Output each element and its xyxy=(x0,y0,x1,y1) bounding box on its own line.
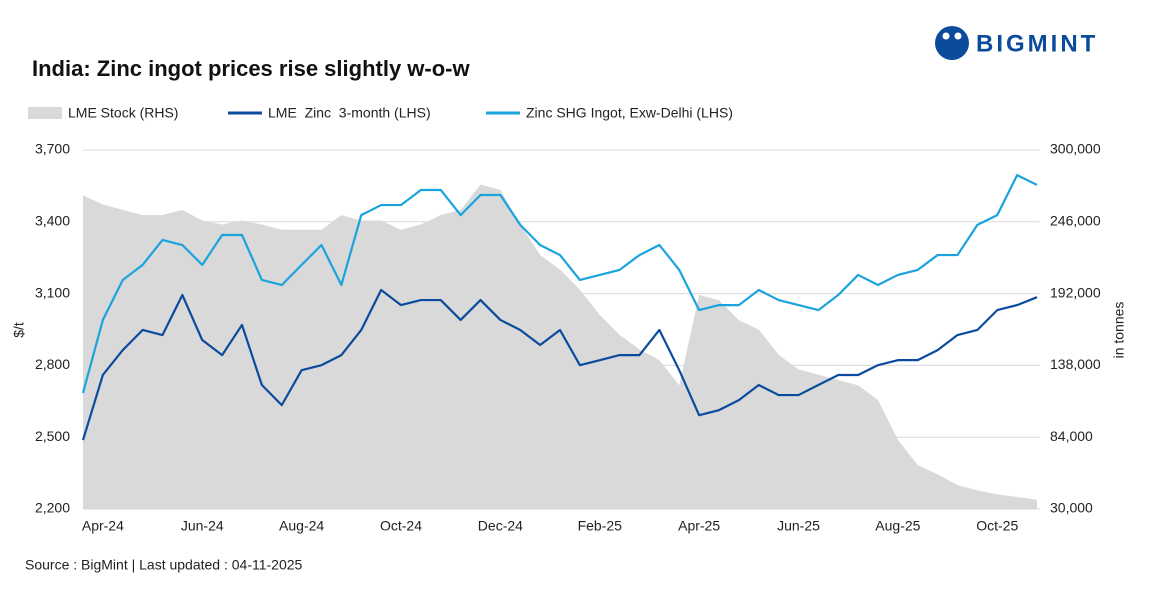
x-tick-label: Apr-24 xyxy=(82,518,124,534)
y2-tick-label: 300,000 xyxy=(1050,141,1101,157)
y-tick-label: 2,500 xyxy=(35,428,70,444)
y2-tick-label: 84,000 xyxy=(1050,428,1093,444)
x-tick-label: Oct-25 xyxy=(976,518,1018,534)
y-tick-label: 2,800 xyxy=(35,356,70,372)
y-tick-label: 3,400 xyxy=(35,213,70,229)
legend-swatch xyxy=(28,107,62,119)
y2-tick-label: 246,000 xyxy=(1050,213,1101,229)
lines xyxy=(81,174,1038,441)
x-tick-label: Dec-24 xyxy=(478,518,523,534)
chart-title: India: Zinc ingot prices rise slightly w… xyxy=(32,56,470,81)
logo: BIGMINT xyxy=(935,26,1098,60)
x-tick-label: Aug-24 xyxy=(279,518,324,534)
x-tick-label: Aug-25 xyxy=(875,518,920,534)
legend: LME Stock (RHS) LME Zinc 3-month (LHS) Zin… xyxy=(28,105,733,121)
x-tick-label: Jun-24 xyxy=(181,518,224,534)
price-line xyxy=(81,174,1038,394)
price-line xyxy=(81,288,1038,441)
source-note: Source : BigMint | Last updated : 04-11-… xyxy=(25,557,303,573)
y2-tick-label: 138,000 xyxy=(1050,356,1101,372)
logo-icon-dot xyxy=(954,32,962,40)
x-tick-label: Jun-25 xyxy=(777,518,820,534)
y2-tick-label: 30,000 xyxy=(1050,500,1093,516)
legend-label: LME Stock (RHS) xyxy=(68,105,178,121)
legend-label: LME Zinc 3-month (LHS) xyxy=(268,105,431,121)
y-axis-label: $/t xyxy=(11,322,27,338)
logo-icon-dot xyxy=(942,32,950,40)
brand: BIGMINT xyxy=(976,30,1098,57)
y-tick-label: 3,100 xyxy=(35,284,70,300)
areas xyxy=(83,184,1037,509)
stock-area xyxy=(83,184,1037,509)
legend-label: Zinc SHG Ingot, Exw-Delhi (LHS) xyxy=(526,105,733,121)
x-tick-label: Feb-25 xyxy=(578,518,623,534)
y2-axis-label: in tonnes xyxy=(1111,302,1127,359)
x-tick-label: Oct-24 xyxy=(380,518,422,534)
logo-icon xyxy=(935,26,969,60)
y-tick-label: 3,700 xyxy=(35,141,70,157)
y-tick-label: 2,200 xyxy=(35,500,70,516)
x-tick-label: Apr-25 xyxy=(678,518,720,534)
y2-tick-label: 192,000 xyxy=(1050,284,1101,300)
